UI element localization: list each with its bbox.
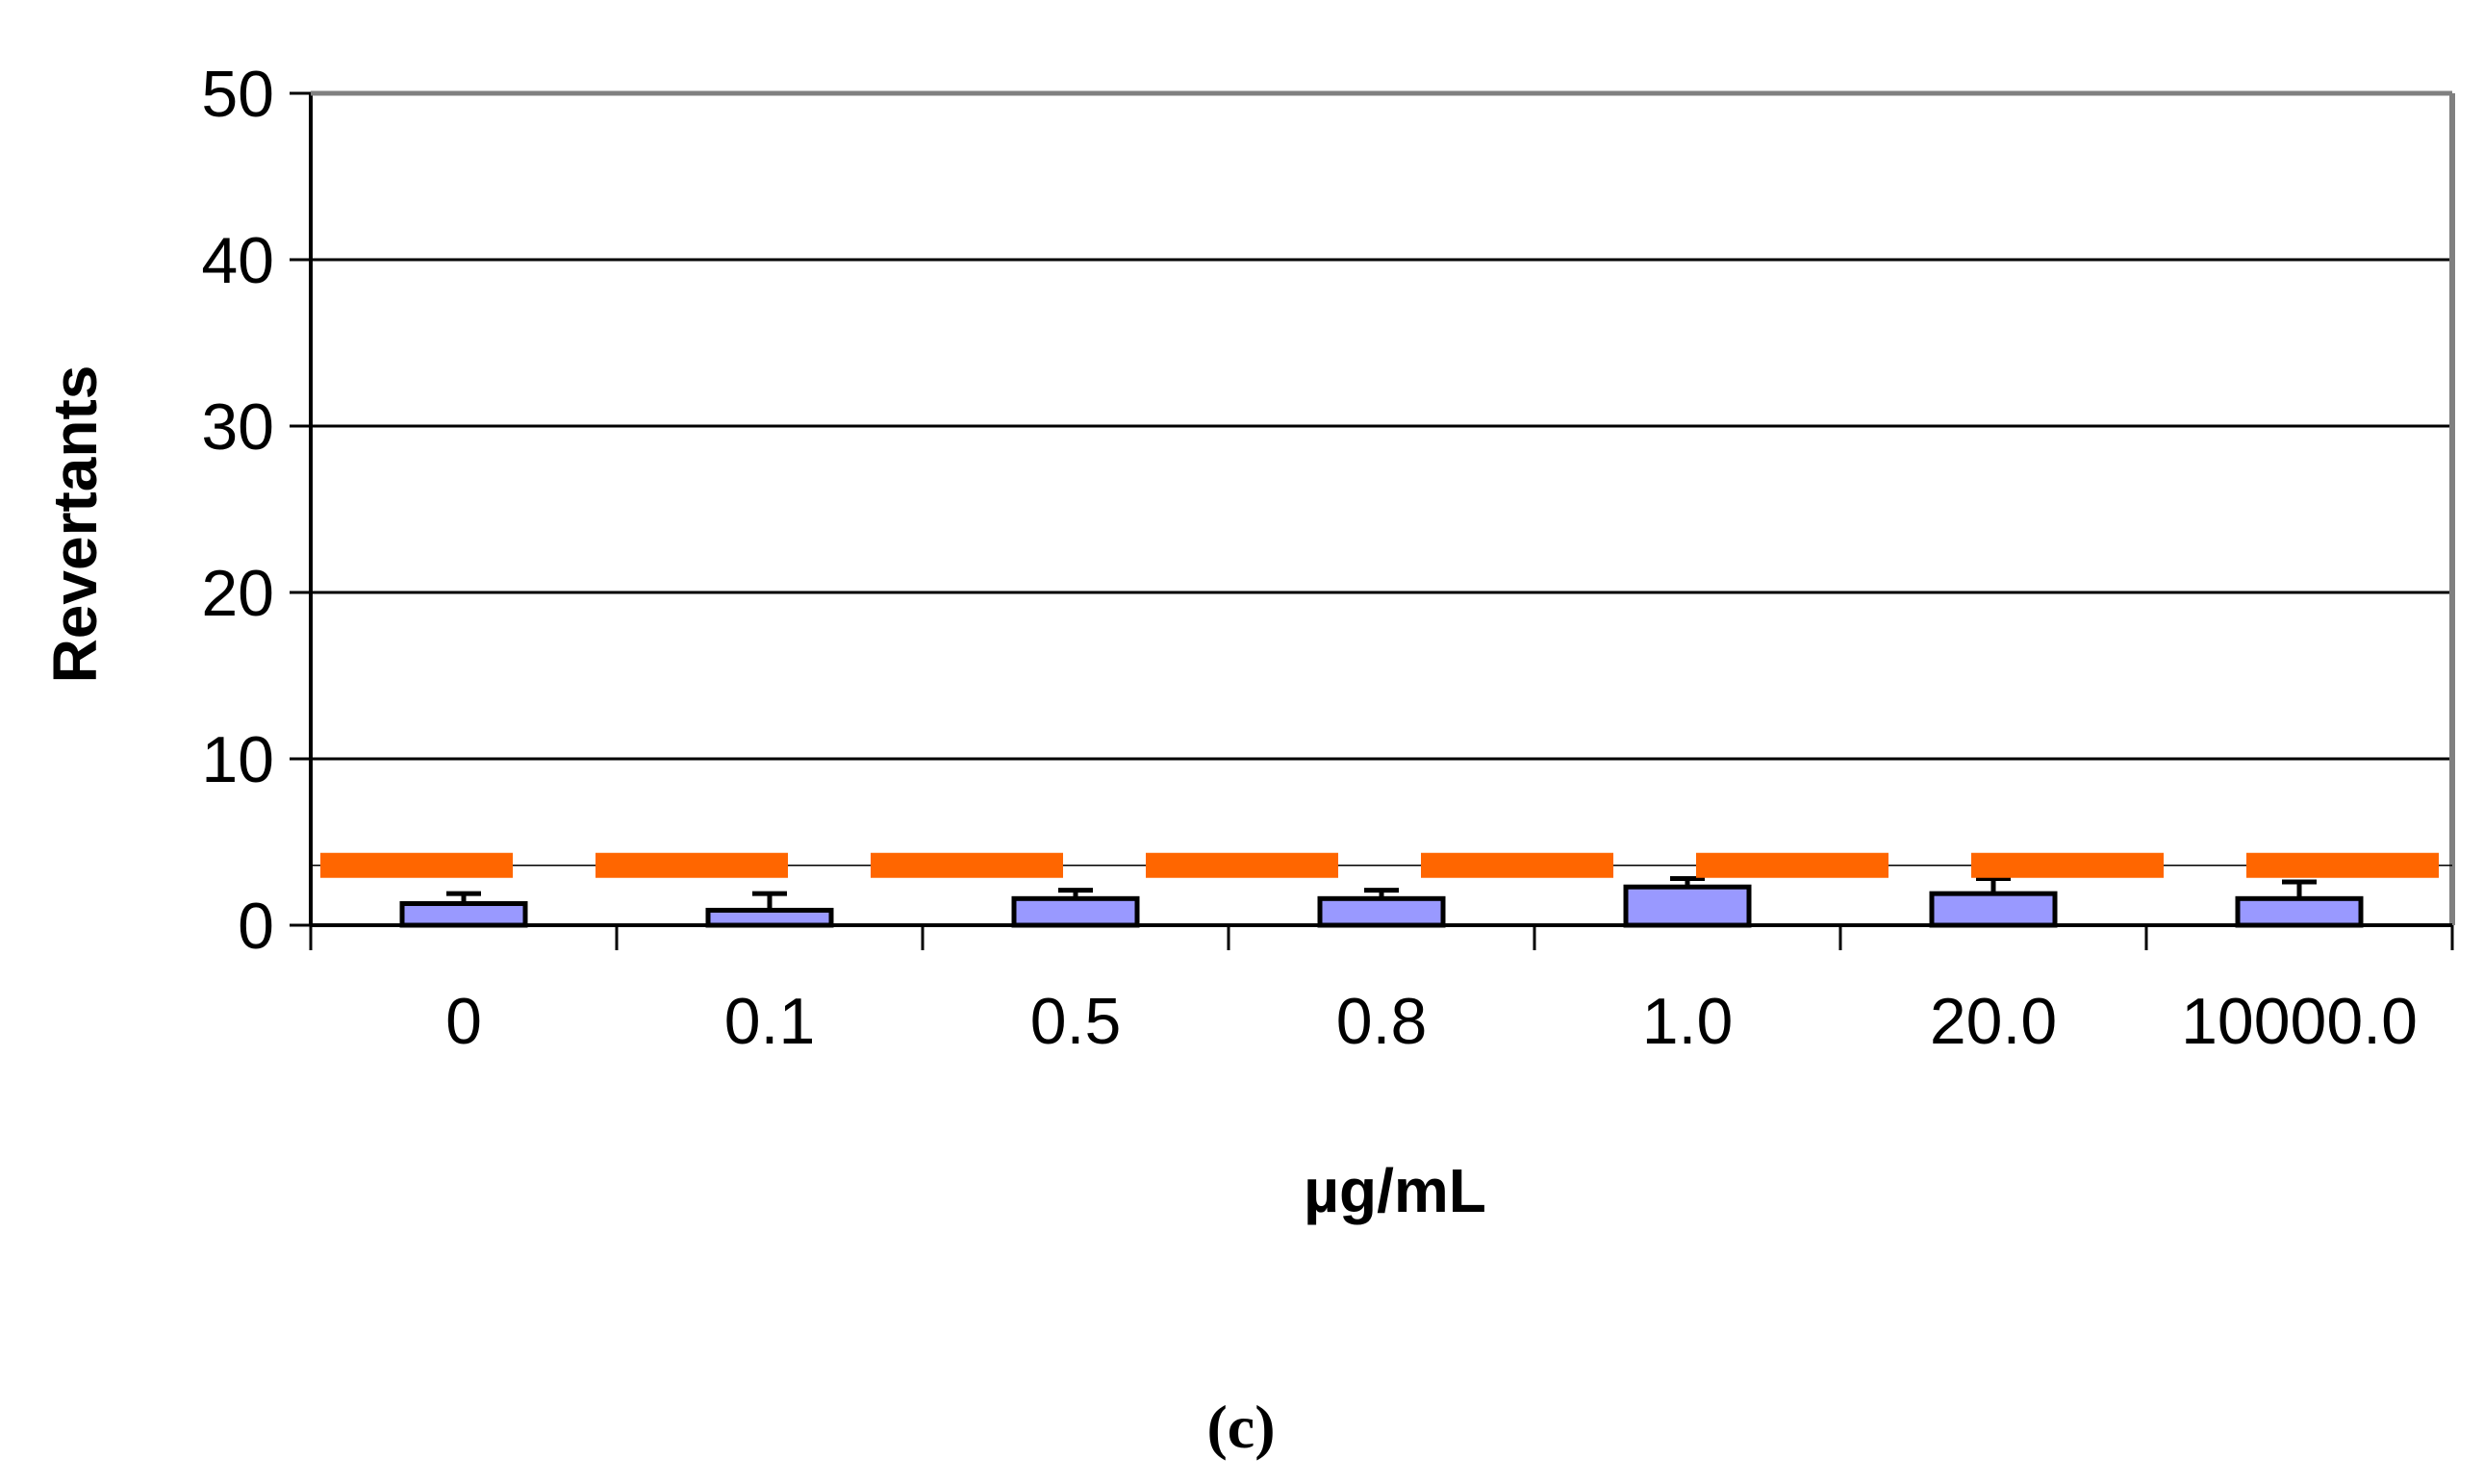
- y-tick-label: 50: [201, 58, 274, 131]
- x-tick-label: 0.8: [1336, 985, 1428, 1058]
- bar: [1623, 884, 1752, 928]
- x-tick-label: 20.0: [1930, 985, 2057, 1058]
- y-tick-label: 10: [201, 723, 274, 796]
- bar: [1011, 895, 1140, 928]
- axis-layer: [290, 90, 2455, 950]
- y-tick-label: 40: [201, 224, 274, 297]
- x-axis-title: µg/mL: [1304, 1156, 1486, 1225]
- label-layer: 0 10 20 30 40 50 0 0.1 0.5 0.8 1.0 20.0 10000.0: [201, 58, 2418, 1058]
- bar: [1317, 895, 1446, 928]
- panel-label: (c): [1206, 1393, 1275, 1461]
- x-tick-label: 0.1: [724, 985, 816, 1058]
- y-axis-title: Revertants: [40, 365, 110, 684]
- y-tick-label: 20: [201, 557, 274, 630]
- y-tick-label: 0: [238, 890, 274, 963]
- x-tick-label: 1.0: [1642, 985, 1734, 1058]
- bar: [1929, 891, 2058, 928]
- bar: [2235, 895, 2364, 928]
- x-tick-label: 0: [445, 985, 482, 1058]
- grid-layer: [311, 91, 2452, 761]
- bar: [705, 907, 834, 928]
- bar-layer: [399, 876, 2364, 928]
- bar: [399, 901, 528, 928]
- x-tick-label: 0.5: [1030, 985, 1122, 1058]
- x-tick-label: 10000.0: [2181, 985, 2418, 1058]
- y-tick-label: 30: [201, 390, 274, 464]
